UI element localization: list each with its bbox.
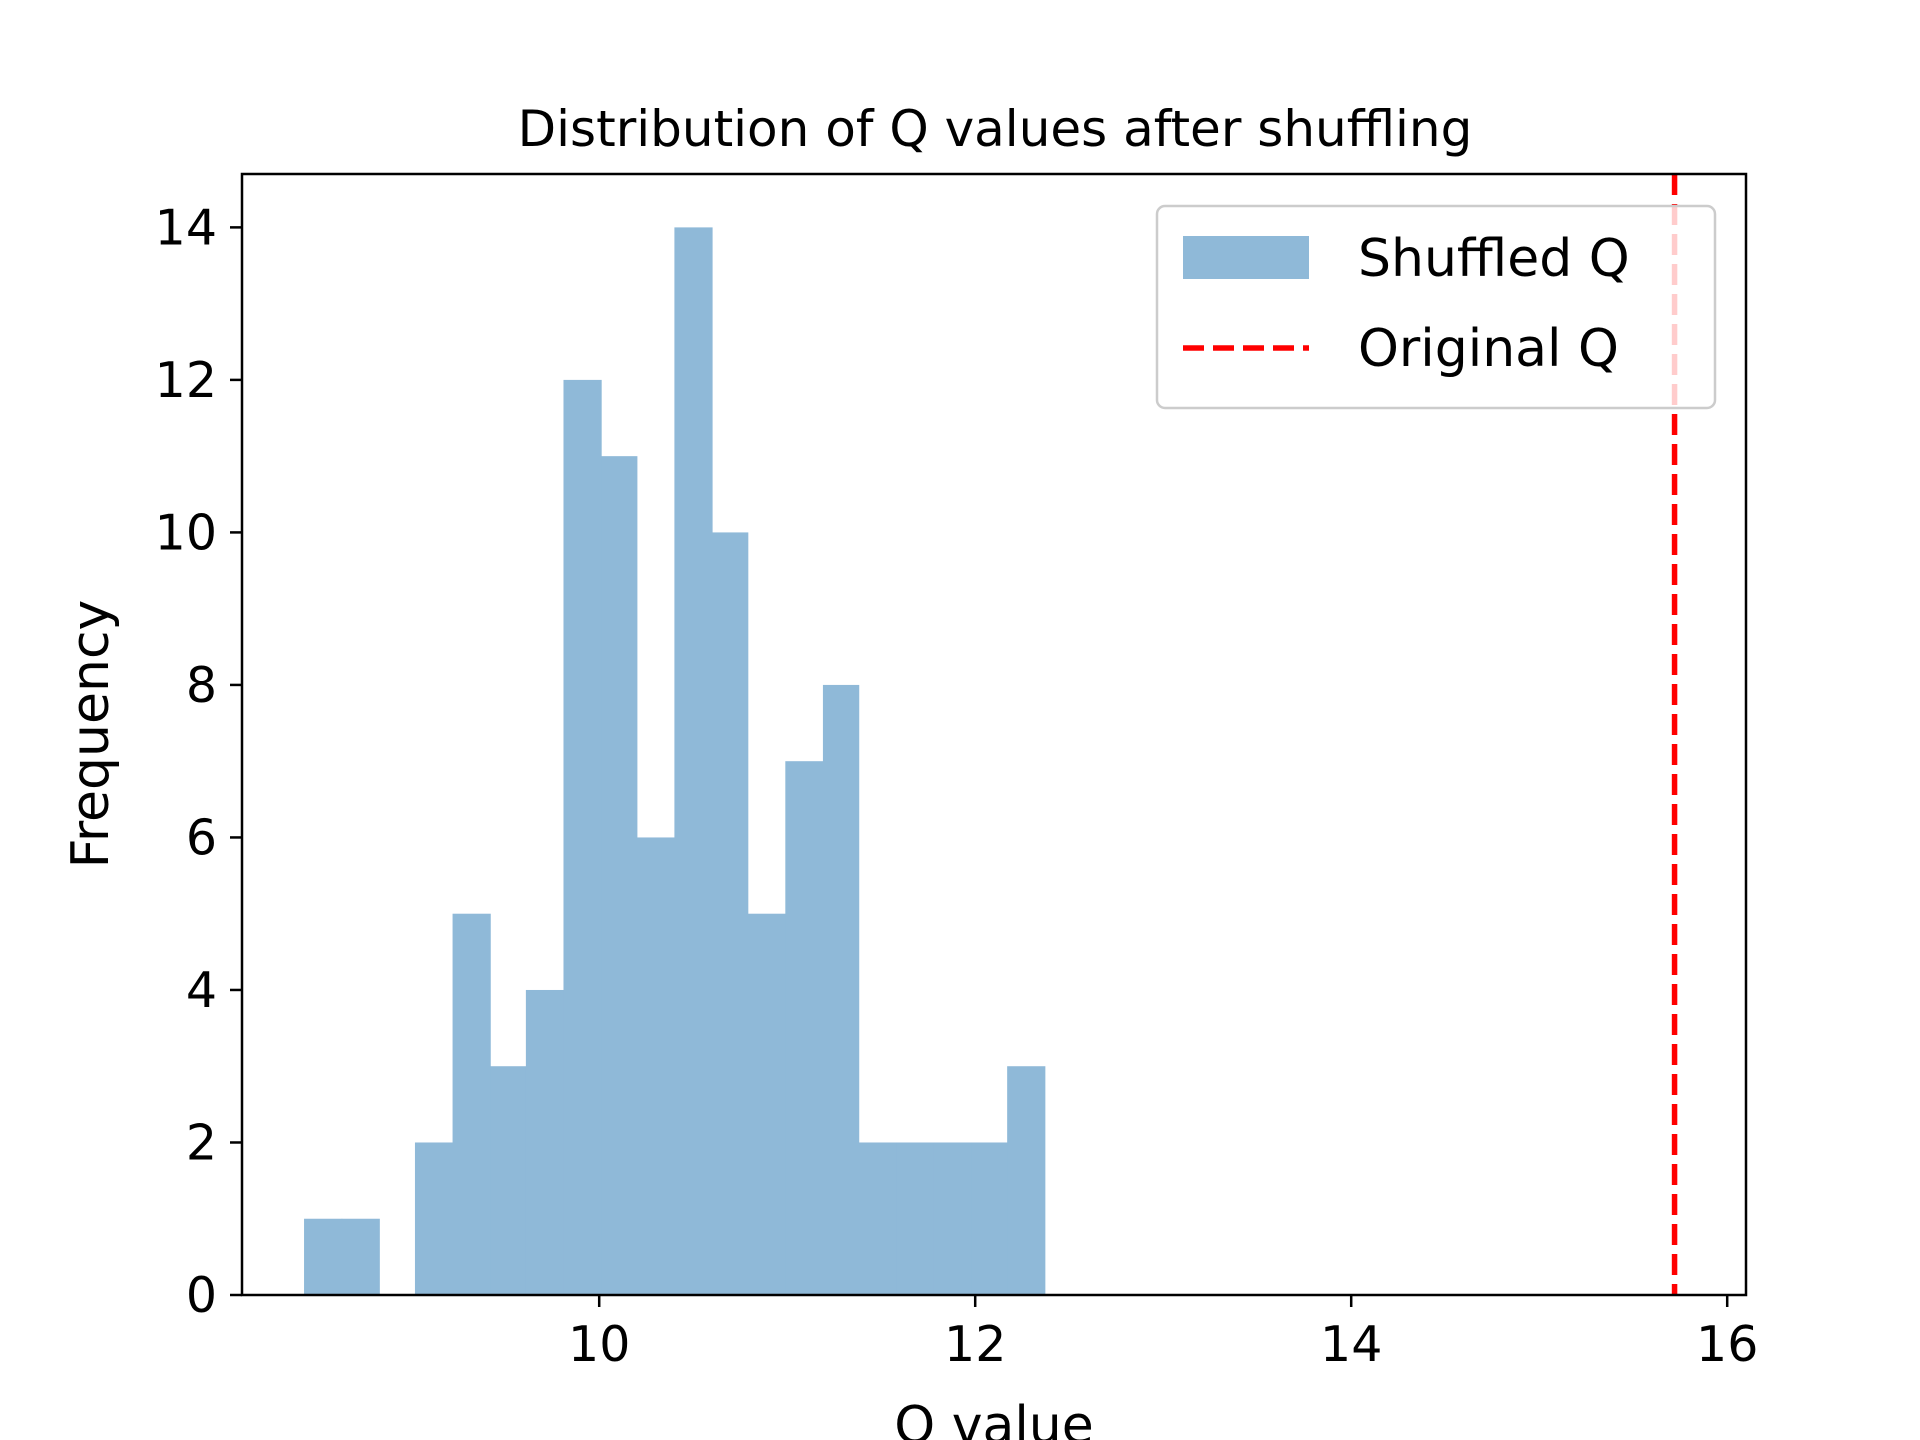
- y-tick-label-6: 12: [155, 352, 217, 409]
- histogram-bar-11: [712, 532, 749, 1295]
- histogram-bar-17: [933, 1142, 973, 1295]
- legend-label-original-q: Original Q: [1358, 319, 1619, 379]
- x-tick-label-3: 16: [1696, 1316, 1758, 1373]
- y-tick-label-2: 4: [186, 962, 217, 1019]
- histogram-bar-19: [1007, 1066, 1046, 1295]
- histogram-bar-15: [858, 1142, 897, 1295]
- histogram-bar-12: [747, 913, 786, 1295]
- y-tick-label-0: 0: [186, 1267, 217, 1324]
- y-axis-ticks: 0 2 4 6 8 10 12 14: [155, 199, 242, 1324]
- histogram-bar-9: [636, 837, 675, 1295]
- histogram-bar-3: [414, 1142, 454, 1295]
- x-tick-label-0: 10: [568, 1316, 630, 1373]
- histogram-bar-13: [785, 761, 824, 1295]
- legend-swatch-shuffled-q: [1183, 236, 1309, 279]
- histogram-bar-18: [971, 1142, 1008, 1295]
- histogram-bar-14: [822, 684, 860, 1295]
- histogram-bar-16: [896, 1142, 935, 1295]
- y-tick-label-7: 14: [155, 199, 217, 256]
- y-tick-label-4: 8: [186, 657, 217, 714]
- y-tick-label-5: 10: [155, 504, 217, 561]
- histogram-bar-0: [304, 1218, 343, 1295]
- histogram-bar-5: [490, 1066, 527, 1295]
- x-tick-label-1: 12: [944, 1316, 1006, 1373]
- histogram-bar-4: [452, 913, 491, 1295]
- histogram-bar-6: [525, 989, 565, 1295]
- histogram-bars: [304, 227, 1046, 1295]
- x-tick-label-2: 14: [1320, 1316, 1382, 1373]
- legend: Shuffled Q Original Q: [1155, 204, 1717, 410]
- chart-title: Distribution of Q values after shuffling: [518, 100, 1473, 158]
- legend-label-shuffled-q: Shuffled Q: [1358, 229, 1630, 289]
- y-tick-label-3: 6: [186, 809, 217, 866]
- histogram-bar-8: [601, 456, 638, 1295]
- histogram-bar-7: [563, 379, 602, 1295]
- plot-frame: [240, 172, 1748, 1297]
- x-axis-label: Q value: [894, 1396, 1094, 1440]
- y-axis-label: Frequency: [61, 600, 121, 869]
- y-tick-label-1: 2: [186, 1114, 217, 1171]
- x-axis-ticks: 10 12 14 16: [568, 1295, 1758, 1373]
- histogram-bar-10: [674, 227, 713, 1295]
- histogram-bar-1: [341, 1218, 380, 1295]
